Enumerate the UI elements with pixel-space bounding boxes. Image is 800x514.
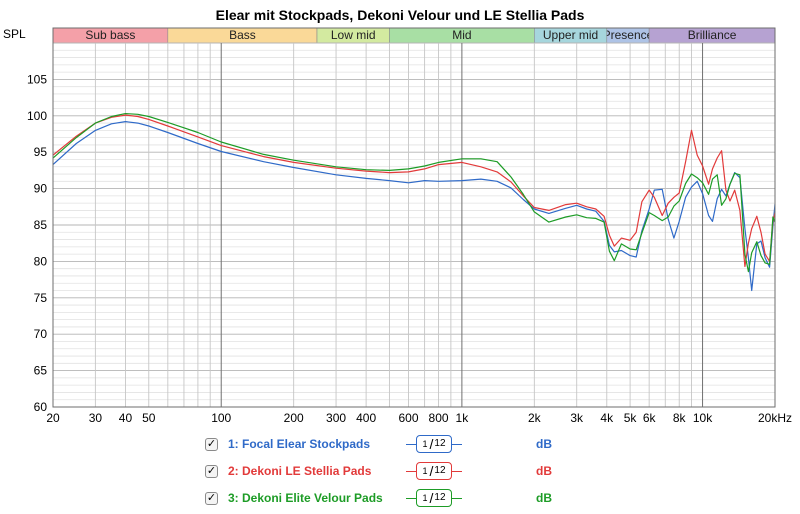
- y-tick-label: 75: [34, 291, 48, 305]
- series-line-3: [53, 113, 775, 273]
- y-tick-label: 70: [34, 327, 48, 341]
- x-tick-label: 600: [398, 411, 418, 425]
- y-tick-label: 65: [34, 364, 48, 378]
- x-tick-label: 6k: [643, 411, 657, 425]
- y-tick-label: 100: [27, 109, 47, 123]
- y-tick-label: 85: [34, 218, 48, 232]
- band-label-6: Presence: [603, 28, 654, 42]
- x-tick-label: 30: [89, 411, 103, 425]
- series-2-smoothing[interactable]: 1/12: [406, 462, 536, 480]
- legend-row-1: ✓ 1: Focal Elear Stockpads 1/12 dB: [205, 433, 552, 455]
- band-label-1: Sub bass: [85, 28, 135, 42]
- legend-row-3: ✓ 3: Dekoni Elite Velour Pads 1/12 dB: [205, 487, 552, 509]
- series-1-unit: dB: [536, 437, 552, 451]
- x-tick-label: 5k: [624, 411, 638, 425]
- band-label-2: Bass: [229, 28, 256, 42]
- band-label-4: Mid: [452, 28, 471, 42]
- series-2-checkbox[interactable]: ✓: [205, 464, 218, 478]
- legend-row-2: ✓ 2: Dekoni LE Stellia Pads 1/12 dB: [205, 460, 552, 482]
- y-tick-label: 90: [34, 182, 48, 196]
- x-tick-label: 20: [46, 411, 60, 425]
- series-3-checkbox[interactable]: ✓: [205, 491, 218, 505]
- tick-labels: 60 65 70 75 80 85 90 95 100 105 20 30 40 50 100 200 300 4…: [27, 72, 792, 425]
- x-tick-label: 100: [211, 411, 231, 425]
- x-tick-label: 200: [284, 411, 304, 425]
- x-tick-label: 50: [142, 411, 156, 425]
- series-lines: [53, 113, 775, 292]
- frequency-bands: Sub bass Bass Low mid Mid Upper mid Presence B…: [52, 27, 776, 44]
- series-1-label[interactable]: 1: Focal Elear Stockpads: [228, 437, 371, 451]
- series-2-label[interactable]: 2: Dekoni LE Stellia Pads: [228, 464, 372, 478]
- plot-frame: [52, 27, 776, 408]
- x-tick-label: 400: [356, 411, 376, 425]
- x-tick-label: 3k: [570, 411, 584, 425]
- x-tick-label: 20kHz: [758, 411, 792, 425]
- series-line-2: [53, 114, 775, 268]
- series-2-unit: dB: [536, 464, 552, 478]
- x-tick-label: 1k: [456, 411, 470, 425]
- x-tick-label: 300: [326, 411, 346, 425]
- grid: [53, 42, 775, 408]
- x-tick-label: 10k: [693, 411, 713, 425]
- x-tick-label: 8k: [673, 411, 687, 425]
- x-tick-label: 4k: [600, 411, 614, 425]
- band-label-5: Upper mid: [543, 28, 598, 42]
- chart-title: Elear mit Stockpads, Dekoni Velour und L…: [216, 7, 585, 23]
- x-tick-label: 40: [119, 411, 133, 425]
- series-3-label[interactable]: 3: Dekoni Elite Velour Pads: [228, 491, 383, 505]
- series-3-smoothing[interactable]: 1/12: [406, 489, 536, 507]
- y-tick-label: 105: [27, 72, 47, 86]
- y-tick-label: 80: [34, 254, 48, 268]
- series-3-unit: dB: [536, 491, 552, 505]
- y-axis-label: SPL: [3, 27, 26, 41]
- series-1-smoothing[interactable]: 1/12: [406, 435, 536, 453]
- x-tick-label: 2k: [528, 411, 542, 425]
- y-tick-label: 60: [34, 400, 48, 414]
- y-tick-label: 95: [34, 145, 48, 159]
- band-label-3: Low mid: [331, 28, 376, 42]
- series-1-checkbox[interactable]: ✓: [205, 437, 218, 451]
- band-label-7: Brilliance: [688, 28, 737, 42]
- x-tick-label: 800: [429, 411, 449, 425]
